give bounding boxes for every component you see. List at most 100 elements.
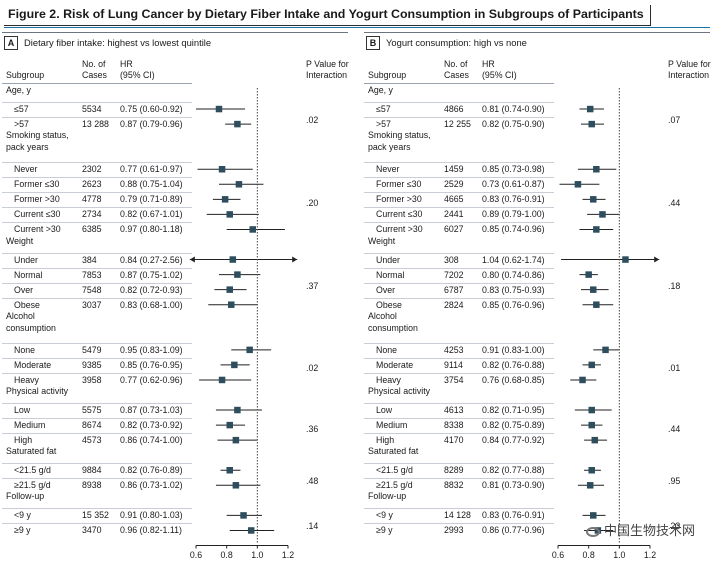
row-label: ≤57 [376, 104, 391, 115]
row-cases: 14 128 [444, 510, 471, 521]
figure-title: Figure 2. Risk of Lung Cancer by Dietary… [4, 5, 651, 26]
hr-marker [234, 406, 241, 414]
row-label: Former >30 [14, 194, 60, 205]
row-hr: 0.82 (0.76-0.88) [482, 359, 545, 370]
hr-marker [593, 166, 600, 173]
hr-marker [590, 286, 597, 293]
row-cases: 2734 [82, 209, 102, 220]
row-hr: 0.86 (0.77-0.96) [482, 525, 545, 536]
p-value: .07 [668, 115, 681, 126]
row-label: ≤57 [14, 104, 29, 115]
row-divider [364, 372, 554, 374]
panel-title: Dietary fiber intake: highest vs lowest … [24, 37, 212, 48]
row-hr: 0.81 (0.73-0.90) [482, 480, 545, 491]
hr-marker [234, 120, 241, 128]
row-cases: 2824 [444, 299, 464, 310]
row-cases: 8832 [444, 480, 464, 491]
header-rule [364, 83, 554, 84]
group-label: Age, y [6, 85, 31, 95]
p-value: .02 [306, 115, 319, 126]
row-hr: 0.85 (0.74-0.96) [482, 224, 545, 235]
row-divider [364, 357, 554, 359]
hr-marker [218, 376, 226, 384]
row-cases: 9884 [82, 465, 102, 476]
row-label: >57 [376, 119, 391, 130]
row-label: Obese [14, 299, 40, 310]
p-value: .44 [668, 423, 681, 434]
row-divider [364, 403, 554, 405]
panel-badge: B [366, 36, 380, 50]
row-hr: 0.82 (0.76-0.89) [120, 465, 183, 476]
row-label: Former ≤30 [376, 179, 422, 190]
row-divider [2, 418, 192, 420]
row-hr: 0.87 (0.79-0.96) [120, 119, 183, 130]
row-label: Former >30 [376, 194, 422, 205]
panel-top-rule [2, 32, 348, 33]
row-hr: 1.04 (0.62-1.74) [482, 254, 545, 265]
row-cases: 4778 [82, 194, 102, 205]
hr-marker [586, 105, 594, 113]
row-label: Current ≤30 [376, 209, 423, 220]
row-divider [2, 117, 192, 119]
hr-marker [232, 482, 240, 489]
row-divider [2, 252, 192, 254]
row-label: None [14, 344, 36, 355]
row-label: High [376, 435, 395, 446]
row-hr: 0.82 (0.73-0.92) [120, 420, 183, 431]
row-cases: 2529 [444, 179, 464, 190]
row-cases: 9114 [444, 359, 463, 370]
row-hr: 0.82 (0.75-0.90) [482, 119, 545, 130]
hr-marker [588, 361, 595, 369]
row-label: Under [376, 254, 400, 265]
row-label: <9 y [376, 510, 393, 521]
row-label: <9 y [14, 510, 31, 521]
hr-marker [586, 482, 594, 489]
row-divider [364, 433, 554, 435]
row-cases: 2623 [82, 179, 102, 190]
row-hr: 0.81 (0.74-0.90) [482, 104, 545, 115]
header-hr: HR (95% CI) [120, 59, 155, 80]
hr-marker [231, 361, 238, 369]
row-label: Medium [376, 420, 408, 431]
row-label: Former ≤30 [14, 179, 60, 190]
row-cases: 4253 [444, 344, 464, 355]
row-cases: 7548 [82, 284, 102, 295]
hr-marker [622, 256, 629, 263]
p-value: .20 [306, 197, 319, 208]
row-label: Over [376, 284, 396, 295]
title-rule [4, 27, 710, 28]
header-p-value: P Value for Interaction [306, 59, 349, 80]
ci-arrow-right [292, 256, 298, 263]
row-divider [364, 267, 554, 269]
p-value: .02 [306, 363, 319, 374]
row-divider [2, 267, 192, 269]
forest-plot [557, 88, 660, 549]
hr-marker [588, 467, 595, 474]
group-label: Saturated fat [6, 446, 57, 457]
row-hr: 0.77 (0.61-0.97) [120, 164, 183, 175]
watermark-logo-icon [585, 526, 600, 537]
row-hr: 0.97 (0.80-1.18) [120, 224, 183, 235]
group-label: Alcohol consumption [6, 310, 56, 333]
row-hr: 0.86 (0.73-1.02) [120, 480, 183, 491]
p-value: .18 [668, 280, 681, 291]
row-divider [2, 463, 192, 465]
hr-marker [226, 286, 233, 293]
row-divider [2, 403, 192, 405]
hr-marker [218, 166, 226, 173]
row-cases: 3037 [82, 299, 102, 310]
hr-marker [234, 271, 241, 278]
row-cases: 2993 [444, 525, 464, 536]
row-cases: 8938 [82, 480, 102, 491]
header-cases: No. of Cases [444, 59, 469, 80]
panel-badge: A [4, 36, 18, 50]
row-label: Normal [376, 269, 405, 280]
row-divider [2, 102, 192, 104]
group-label: Follow-up [368, 491, 407, 502]
row-hr: 0.83 (0.76-0.91) [482, 510, 545, 521]
row-hr: 0.85 (0.76-0.96) [482, 299, 545, 310]
row-cases: 4613 [444, 405, 464, 416]
hr-marker [229, 256, 237, 263]
row-hr: 0.73 (0.61-0.87) [482, 179, 545, 190]
row-hr: 0.82 (0.72-0.93) [120, 284, 183, 295]
